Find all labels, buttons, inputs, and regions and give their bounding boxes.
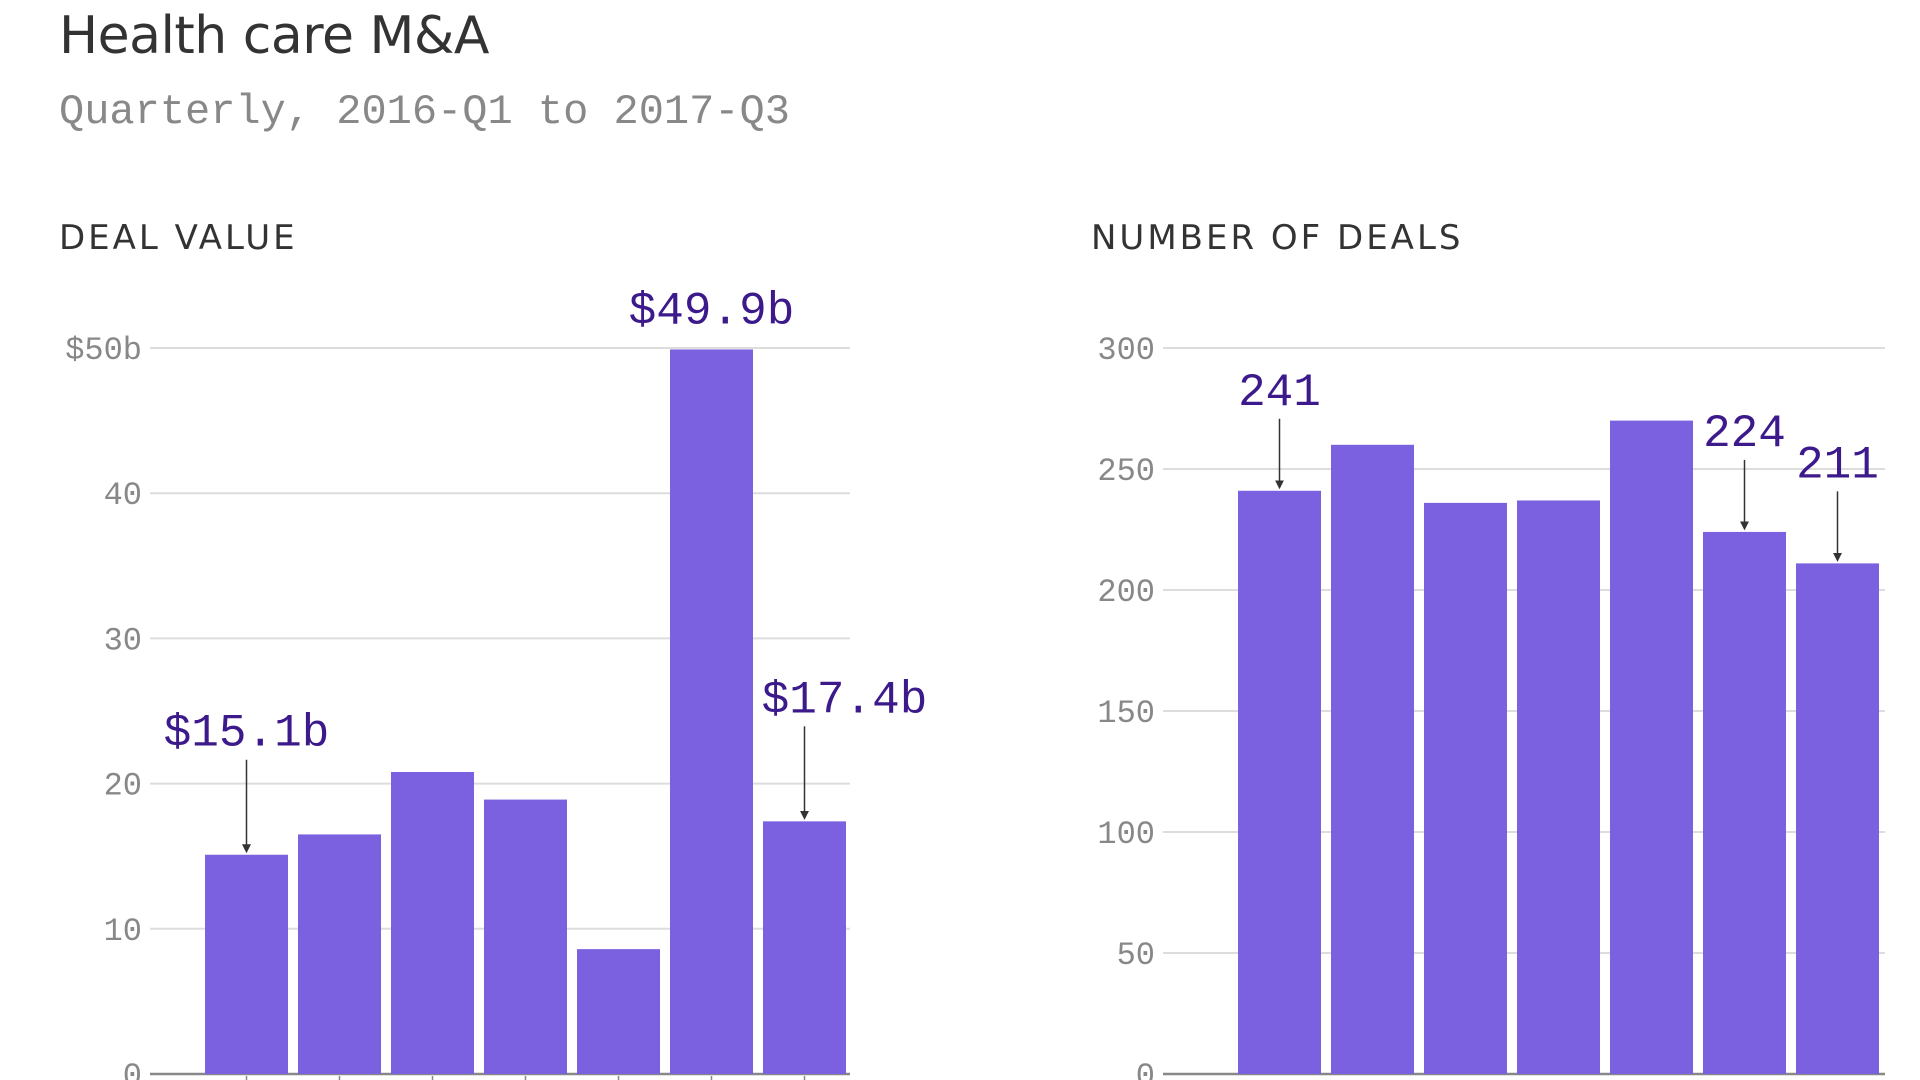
y-tick-label: 20 <box>104 768 142 805</box>
number-of-deals-panel-title: NUMBER OF DEALS <box>1091 218 1464 258</box>
y-tick-label: 250 <box>1097 453 1155 490</box>
bar <box>1610 420 1693 1075</box>
deal-value-panel-title: DEAL VALUE <box>59 218 298 258</box>
bar <box>670 349 753 1074</box>
bar <box>1331 444 1414 1074</box>
y-tick-label: 0 <box>123 1058 142 1080</box>
chart-subtitle: Quarterly, 2016-Q1 to 2017-Q3 <box>59 88 790 136</box>
y-tick-label: 10 <box>104 913 142 950</box>
y-tick-label: 150 <box>1097 695 1155 732</box>
bar <box>298 834 381 1074</box>
bar <box>205 854 288 1074</box>
bar <box>1517 500 1600 1075</box>
data-label: 211 <box>1796 439 1879 491</box>
y-tick-label: 40 <box>104 477 142 514</box>
data-label: 224 <box>1703 408 1786 460</box>
bar <box>1238 490 1321 1074</box>
chart-title: Health care M&A <box>59 6 489 66</box>
bar <box>1424 502 1507 1074</box>
y-tick-label: 50 <box>1117 937 1155 974</box>
y-tick-label: 300 <box>1097 332 1155 369</box>
bar <box>391 771 474 1074</box>
deal-value-chart: 0 10 20 30 40 $50b $15.1b $49.9b $17.4b <box>65 285 927 1080</box>
y-tick-label: $50b <box>65 332 142 369</box>
y-tick-label: 200 <box>1097 574 1155 611</box>
y-tick-label: 0 <box>1136 1058 1155 1080</box>
data-label: 241 <box>1238 367 1321 419</box>
y-tick-label: 30 <box>104 622 142 659</box>
y-tick-label: 100 <box>1097 816 1155 853</box>
data-label: $17.4b <box>762 674 928 726</box>
bar <box>577 949 660 1074</box>
bar <box>484 799 567 1074</box>
data-label: $15.1b <box>164 708 330 760</box>
bar <box>1703 531 1786 1074</box>
bar <box>1796 563 1879 1074</box>
data-label: $49.9b <box>629 285 795 337</box>
bar <box>763 821 846 1074</box>
